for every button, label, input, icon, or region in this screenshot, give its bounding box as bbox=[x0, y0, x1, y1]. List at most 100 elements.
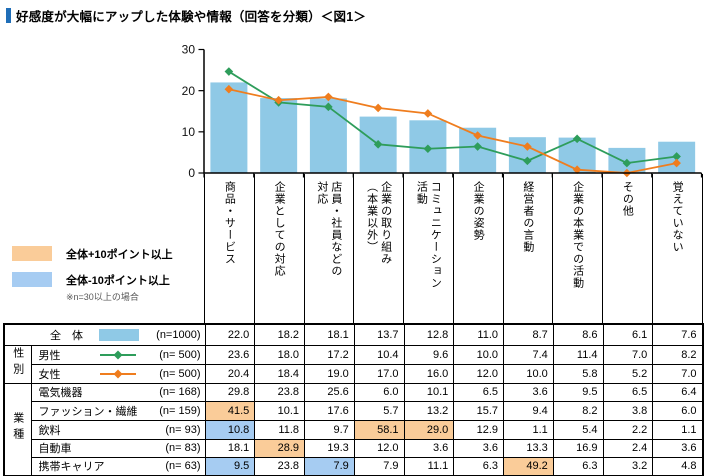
value-cell: 6.3 bbox=[453, 456, 504, 476]
row-n-label: (n= 63) bbox=[165, 460, 201, 473]
value-cell: 6.4 bbox=[652, 382, 703, 402]
figure-title: 好感度が大幅にアップした体験や情報（回答を分類）＜図1＞ bbox=[16, 10, 367, 24]
value-cell: 13.3 bbox=[503, 438, 554, 458]
bar-line-chart: 0 10 20 30 bbox=[182, 43, 703, 180]
value-cell: 29.0 bbox=[403, 419, 455, 440]
value-cell: 16.9 bbox=[552, 438, 604, 458]
value-cell: 5.7 bbox=[353, 400, 405, 421]
category-label-cell: 企業の姿勢 bbox=[454, 174, 504, 323]
row-label: 自動車 bbox=[38, 443, 72, 455]
value-cell: 13.7 bbox=[353, 323, 405, 346]
女性-diamond-marker bbox=[423, 109, 433, 118]
value-cell: 8.6 bbox=[552, 323, 604, 346]
category-label-cell: 企業としての対応 bbox=[255, 174, 305, 323]
男性-diamond-marker bbox=[572, 134, 582, 144]
value-cell: 23.8 bbox=[254, 456, 305, 476]
category-label: 企業の本業での活動 bbox=[571, 181, 584, 289]
category-label-cell: その他 bbox=[603, 174, 653, 323]
table-row: 飲料 (n= 93) 10.8 11.8 9.7 58.1 29.0 12.9 1.1 5.4 2.… bbox=[4, 419, 703, 440]
value-cell: 18.0 bbox=[254, 344, 305, 365]
value-cell: 12.0 bbox=[453, 363, 504, 384]
row-header-cell: ファッション・繊維 (n= 159) bbox=[30, 400, 206, 421]
legend-minus-row: 全体-10ポイント以上 bbox=[12, 272, 173, 287]
line-marker-swatch bbox=[99, 349, 137, 360]
row-header-cell: 女性 (n= 500) bbox=[30, 363, 206, 384]
value-cell: 11.0 bbox=[453, 323, 504, 346]
男性-diamond-marker bbox=[473, 142, 482, 151]
value-cell: 6.1 bbox=[602, 323, 654, 346]
value-cell: 49.2 bbox=[503, 456, 554, 476]
category-label: その他 bbox=[621, 181, 634, 217]
row-header-cell: 自動車 (n= 83) bbox=[30, 438, 206, 458]
category-label: 覚えていない bbox=[671, 181, 684, 253]
value-cell: 6.3 bbox=[552, 456, 604, 476]
y-tick-label: 30 bbox=[182, 43, 196, 57]
value-cell: 6.5 bbox=[453, 382, 504, 402]
value-cell: 8.2 bbox=[552, 400, 604, 421]
value-cell: 3.6 bbox=[403, 438, 455, 458]
value-cell: 12.0 bbox=[353, 438, 405, 458]
value-cell: 19.3 bbox=[304, 438, 355, 458]
category-label: 商品・サービス bbox=[223, 181, 236, 265]
value-cell: 58.1 bbox=[353, 419, 405, 440]
value-cell: 9.6 bbox=[403, 344, 455, 365]
男性-diamond-marker bbox=[672, 152, 681, 161]
value-cell: 10.0 bbox=[503, 363, 554, 384]
value-cell: 10.0 bbox=[453, 344, 504, 365]
value-cell: 3.6 bbox=[453, 438, 504, 458]
row-label: 女性 bbox=[38, 368, 61, 381]
value-cell: 20.4 bbox=[204, 363, 256, 384]
row-n-label: (n=1000) bbox=[156, 328, 201, 341]
女性-line-series bbox=[228, 88, 677, 174]
value-cell: 13.2 bbox=[403, 400, 455, 421]
value-cell: 7.9 bbox=[304, 456, 355, 476]
figure-title-row: 好感度が大幅にアップした体験や情報（回答を分類）＜図1＞ bbox=[6, 6, 366, 25]
row-header-cell: 飲料 (n= 93) bbox=[30, 419, 206, 440]
y-tick-label: 20 bbox=[182, 84, 196, 98]
legend-plus-row: 全体+10ポイント以上 bbox=[12, 246, 173, 261]
value-cell: 18.2 bbox=[254, 323, 305, 346]
女性-diamond-marker bbox=[572, 165, 582, 174]
value-cell: 7.0 bbox=[602, 344, 654, 365]
category-label-cell: 企業の本業での活動 bbox=[553, 174, 603, 323]
value-cell: 17.6 bbox=[304, 400, 355, 421]
table-row: 性別 男性 (n= 500) 23.6 18.0 17.2 10.4 9.6 10.0 7.4 11… bbox=[3, 344, 703, 384]
value-cell: 7.0 bbox=[652, 363, 703, 384]
value-cell: 41.5 bbox=[204, 400, 256, 421]
value-cell: 10.1 bbox=[254, 400, 305, 421]
value-cell: 3.6 bbox=[503, 382, 554, 402]
value-cell: 10.8 bbox=[204, 419, 256, 440]
plus-highlight-label: 全体+10ポイント以上 bbox=[66, 248, 173, 261]
y-tick-label: 0 bbox=[188, 166, 195, 180]
y-tick-label: 10 bbox=[182, 125, 196, 139]
value-cell: 19.0 bbox=[304, 363, 355, 384]
value-cell: 10.4 bbox=[353, 344, 405, 365]
男性-diamond-marker bbox=[224, 67, 234, 76]
group-label-cell: 業種 bbox=[3, 382, 32, 476]
category-label-cell: 覚えていない bbox=[653, 174, 703, 323]
category-label: 企業の取り組み （本業以外） bbox=[365, 181, 392, 265]
category-label: コミュニケーション 活動 bbox=[415, 181, 442, 289]
value-cell: 9.7 bbox=[304, 419, 355, 440]
table-row: 携帯キャリア (n= 63) 9.5 23.8 7.9 7.9 11.1 6.3 49.2 6.3… bbox=[4, 456, 703, 476]
category-label: 企業の姿勢 bbox=[472, 181, 485, 241]
minus-highlight-label: 全体-10ポイント以上 bbox=[66, 274, 170, 287]
value-cell: 22.0 bbox=[204, 323, 256, 346]
value-cell: 9.5 bbox=[552, 382, 604, 402]
category-label-cell: 企業の取り組み （本業以外） bbox=[354, 174, 404, 323]
value-cell: 8.2 bbox=[652, 344, 703, 365]
value-cell: 1.1 bbox=[503, 419, 554, 440]
table-row: 女性 (n= 500) 20.4 18.4 19.0 17.0 16.0 12.0 10.0 5.… bbox=[4, 363, 703, 384]
total-bar bbox=[260, 98, 298, 173]
total-bar bbox=[210, 82, 248, 173]
value-cell: 7.4 bbox=[503, 344, 554, 365]
value-cell: 23.8 bbox=[254, 382, 305, 402]
value-cell: 4.8 bbox=[652, 456, 703, 476]
value-cell: 2.4 bbox=[602, 438, 654, 458]
category-label: 店員・社員などの 対応 bbox=[315, 181, 342, 277]
女性-diamond-marker bbox=[373, 103, 383, 113]
value-cell: 3.2 bbox=[602, 456, 654, 476]
value-cell: 3.8 bbox=[602, 400, 654, 421]
minus-highlight-swatch bbox=[12, 272, 52, 287]
